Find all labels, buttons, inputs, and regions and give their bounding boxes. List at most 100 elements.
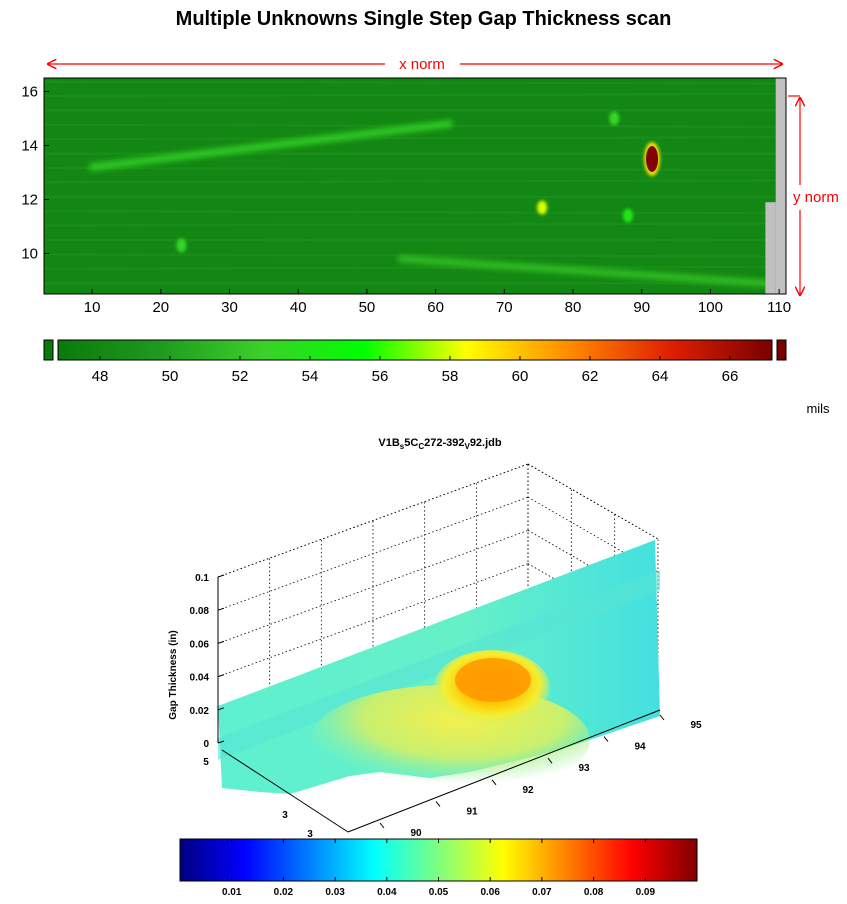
heatmap-texture-line <box>44 93 786 97</box>
x-tick-label: 20 <box>152 299 169 316</box>
heatmap-texture-line <box>44 179 786 184</box>
heatmap-spot <box>537 200 548 215</box>
y-tick-label: 12 <box>21 192 38 209</box>
x-tick-label: 90 <box>633 299 650 316</box>
x-tick-label: 93 <box>578 763 590 774</box>
colorbar-tick-label: 52 <box>232 368 249 385</box>
z-tick-mark <box>217 640 225 644</box>
heatmap-streak <box>397 255 769 287</box>
x-tick-mark <box>491 779 497 786</box>
y-tick-label: 14 <box>21 138 38 155</box>
x-axis-line <box>347 709 661 833</box>
z-axis-label: Gap Thickness (in) <box>168 630 179 719</box>
heatmap-masked-region <box>765 202 776 294</box>
heatmap-hotspot <box>646 146 659 172</box>
surface-grid-z-line <box>527 463 659 540</box>
heatmap-chart: 10 20 30 40 50 60 70 80 90 100 110 10 12 14 16 x norm… <box>21 56 839 416</box>
heatmap-texture-line <box>44 253 786 258</box>
x-tick-label: 70 <box>496 299 513 316</box>
colorbar-tick-label: 50 <box>162 368 179 385</box>
x-tick-mark <box>659 714 665 721</box>
x-tick-label: 30 <box>221 299 238 316</box>
heatmap-spot <box>176 238 187 253</box>
colorbar-tick-label: 62 <box>582 368 599 385</box>
z-tick-label: 0.02 <box>190 706 210 717</box>
surface-grid-z-line <box>217 563 529 677</box>
z-tick-mark <box>217 607 225 611</box>
colorbar <box>57 339 773 361</box>
surface-colorbar <box>179 838 698 882</box>
x-tick-label: 94 <box>634 742 646 753</box>
surface-colorbar-tick-label: 0.06 <box>480 887 500 898</box>
surface-title: V1Bs5CC272-392V92.jdb <box>378 437 501 451</box>
surface-title-text: V1Bs5CC272-392V92.jdb <box>378 437 501 451</box>
x-tick-label: 10 <box>84 299 101 316</box>
x-tick-label: 95 <box>690 720 702 731</box>
surface-box-edge <box>217 463 529 578</box>
surface-colorbar-tick-label: 0.09 <box>636 887 656 898</box>
surface-grid-z-line <box>217 530 529 644</box>
x-tick-label: 60 <box>427 299 444 316</box>
colorbar-over-swatch <box>776 339 787 361</box>
x-tick-label: 80 <box>565 299 582 316</box>
z-tick-mark <box>217 674 225 678</box>
colorbar-tick-label: 66 <box>722 368 739 385</box>
x-tick-label: 90 <box>410 828 422 839</box>
surface-chart: V1Bs5CC272-392V92.jdb 0 0.02 0.04 0.06 0.08 0… <box>168 437 702 898</box>
heatmap-texture-line <box>44 201 786 205</box>
colorbar-tick-label: 56 <box>372 368 389 385</box>
chart-title: Multiple Unknowns Single Step Gap Thickn… <box>175 8 672 30</box>
heatmap-texture-line <box>44 287 786 292</box>
colorbar-tick-label: 54 <box>302 368 319 385</box>
surface-colorbar-tick-label: 0.04 <box>377 887 397 898</box>
colorbar-unit: mils <box>806 401 830 416</box>
heatmap-streak <box>88 120 453 171</box>
z-tick-mark <box>217 707 225 711</box>
x-tick-label: 91 <box>466 806 478 817</box>
surface-box-edge <box>527 463 659 540</box>
y-tick-label: 3 <box>307 829 313 840</box>
z-tick-label: 0.04 <box>190 673 210 684</box>
surface-colorbar-tick-label: 0.05 <box>429 887 449 898</box>
x-tick-label: 110 <box>767 299 791 316</box>
heatmap-spot <box>622 208 633 223</box>
heatmap-texture-line <box>44 222 786 227</box>
surface-colorbar-tick-label: 0.07 <box>532 887 552 898</box>
heatmap-texture-line <box>44 188 786 193</box>
colorbar-tick-label: 48 <box>92 368 109 385</box>
z-tick-label: 0.1 <box>195 573 209 584</box>
y-tick-label: 5 <box>203 757 209 768</box>
heatmap-texture-line <box>44 136 786 141</box>
heatmap-texture-line <box>44 265 786 270</box>
x-tick-label: 100 <box>698 299 723 316</box>
heatmap-texture-line <box>44 244 786 249</box>
heatmap-masked-region <box>775 78 786 294</box>
heatmap-texture-line <box>44 210 786 215</box>
heatmap-spot <box>609 111 620 126</box>
y-axis-line <box>221 749 349 833</box>
z-tick-mark <box>217 574 225 578</box>
y-tick-label: 16 <box>21 84 38 101</box>
surface-colorbar-tick-label: 0.03 <box>325 887 345 898</box>
x-tick-label: 92 <box>522 785 534 796</box>
x-tick-mark <box>603 736 609 742</box>
colorbar-tick-label: 58 <box>442 368 459 385</box>
z-tick-label: 0 <box>203 739 209 750</box>
surface-band <box>218 570 660 760</box>
heatmap-texture-line <box>44 145 786 150</box>
colorbar-under-swatch <box>43 339 54 361</box>
colorbar-tick-label: 64 <box>652 368 669 385</box>
heatmap-texture-line <box>44 231 786 236</box>
z-tick-label: 0.06 <box>190 639 210 650</box>
surface-colorbar-tick-label: 0.08 <box>584 887 604 898</box>
heatmap-texture-line <box>44 80 786 85</box>
z-tick-mark <box>217 740 225 744</box>
heatmap-texture-line <box>44 114 786 119</box>
x-norm-label: x norm <box>399 56 445 73</box>
x-tick-mark <box>547 757 553 764</box>
z-tick-label: 0.08 <box>190 606 210 617</box>
heatmap-texture-line <box>44 102 786 107</box>
surface-peak-top <box>455 658 531 702</box>
colorbar-tick-label: 60 <box>512 368 529 385</box>
x-tick-mark <box>435 801 441 807</box>
